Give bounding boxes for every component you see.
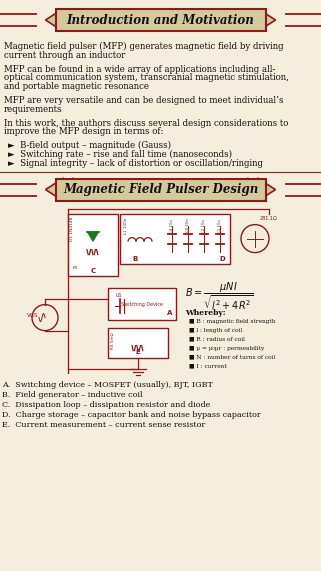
Polygon shape: [257, 178, 275, 201]
Text: A: A: [167, 309, 172, 316]
Text: Magnetic Field Pulser Design: Magnetic Field Pulser Design: [63, 183, 258, 196]
FancyBboxPatch shape: [108, 328, 168, 357]
Text: B: B: [132, 256, 138, 262]
Text: MFP can be found in a wide array of applications including all-: MFP can be found in a wide array of appl…: [4, 65, 275, 74]
Text: Whereby:: Whereby:: [185, 308, 226, 316]
Text: improve the MFP design in terms of:: improve the MFP design in terms of:: [4, 127, 163, 136]
Text: Introduction and Motivation: Introduction and Motivation: [67, 14, 254, 26]
Text: ■ B : magnetic field strength: ■ B : magnetic field strength: [189, 319, 275, 324]
Text: C.  Dissipation loop – dissipation resistor and diode: C. Dissipation loop – dissipation resist…: [2, 401, 210, 409]
Text: D.  Charge storage – capacitor bank and noise bypass capacitor: D. Charge storage – capacitor bank and n…: [2, 411, 261, 419]
Text: ■ R : radius of coil: ■ R : radius of coil: [189, 336, 245, 341]
Text: B.  Field generator – inductive coil: B. Field generator – inductive coil: [2, 391, 143, 399]
Text: D: D: [219, 256, 225, 262]
FancyBboxPatch shape: [56, 179, 265, 200]
Text: ■ I : current: ■ I : current: [189, 364, 227, 369]
Text: ►  Signal integrity – lack of distortion or oscillation/ringing: ► Signal integrity – lack of distortion …: [8, 159, 263, 168]
Text: ■ μ = μ₀μr : permeability: ■ μ = μ₀μr : permeability: [189, 345, 265, 351]
Text: C: C: [91, 268, 96, 274]
Text: C2 10n: C2 10n: [202, 219, 206, 232]
Polygon shape: [87, 232, 99, 242]
Text: L1 100n: L1 100n: [124, 218, 128, 234]
Text: U1: U1: [116, 292, 123, 297]
Text: Switching Device: Switching Device: [121, 301, 163, 307]
Text: requirements: requirements: [4, 105, 63, 114]
Polygon shape: [257, 9, 275, 31]
Polygon shape: [56, 9, 74, 31]
Text: current through an inductor: current through an inductor: [4, 51, 126, 60]
Text: ►  B-field output – magnitude (Gauss): ► B-field output – magnitude (Gauss): [8, 141, 171, 150]
Text: C4 10n: C4 10n: [170, 219, 174, 232]
Text: A.  Switching device – MOSFET (usually), BJT, IGBT: A. Switching device – MOSFET (usually), …: [2, 381, 213, 389]
FancyBboxPatch shape: [68, 214, 118, 276]
Text: C5 10n: C5 10n: [186, 219, 190, 232]
Polygon shape: [247, 178, 265, 201]
Text: MFP are very versatile and can be designed to meet individual’s: MFP are very versatile and can be design…: [4, 96, 283, 105]
Text: C1 10n: C1 10n: [218, 219, 222, 232]
Text: ►  Switching rate – rise and fall time (nanoseconds): ► Switching rate – rise and fall time (n…: [8, 150, 232, 159]
Text: Magnetic field pulser (MFP) generates magnetic field by driving: Magnetic field pulser (MFP) generates ma…: [4, 42, 284, 51]
Polygon shape: [56, 178, 74, 201]
Text: D1 1N4148: D1 1N4148: [70, 216, 74, 241]
Text: ■ l : length of coil: ■ l : length of coil: [189, 328, 242, 332]
Text: ■ N : number of turns of coil: ■ N : number of turns of coil: [189, 355, 275, 360]
FancyBboxPatch shape: [108, 288, 176, 320]
FancyBboxPatch shape: [56, 9, 265, 31]
Text: $B = \dfrac{\mu N I}{\sqrt{l^2 + 4R^2}}$: $B = \dfrac{\mu N I}{\sqrt{l^2 + 4R^2}}$: [185, 280, 254, 312]
Text: VGS: VGS: [27, 312, 39, 317]
Polygon shape: [46, 9, 64, 31]
Text: 281.1Ω: 281.1Ω: [260, 216, 278, 220]
Text: and portable magnetic resonance: and portable magnetic resonance: [4, 82, 149, 91]
Polygon shape: [46, 178, 64, 201]
FancyBboxPatch shape: [120, 214, 230, 264]
Text: E: E: [136, 349, 140, 355]
Polygon shape: [247, 9, 265, 31]
Text: R2: R2: [73, 266, 79, 270]
Text: E.  Current measurement – current sense resistor: E. Current measurement – current sense r…: [2, 421, 205, 429]
Text: optical communication system, transcranial magnetic stimulation,: optical communication system, transcrani…: [4, 74, 289, 82]
Text: RS 5mΩ: RS 5mΩ: [111, 332, 115, 349]
Text: In this work, the authors discuss several design considerations to: In this work, the authors discuss severa…: [4, 119, 288, 127]
